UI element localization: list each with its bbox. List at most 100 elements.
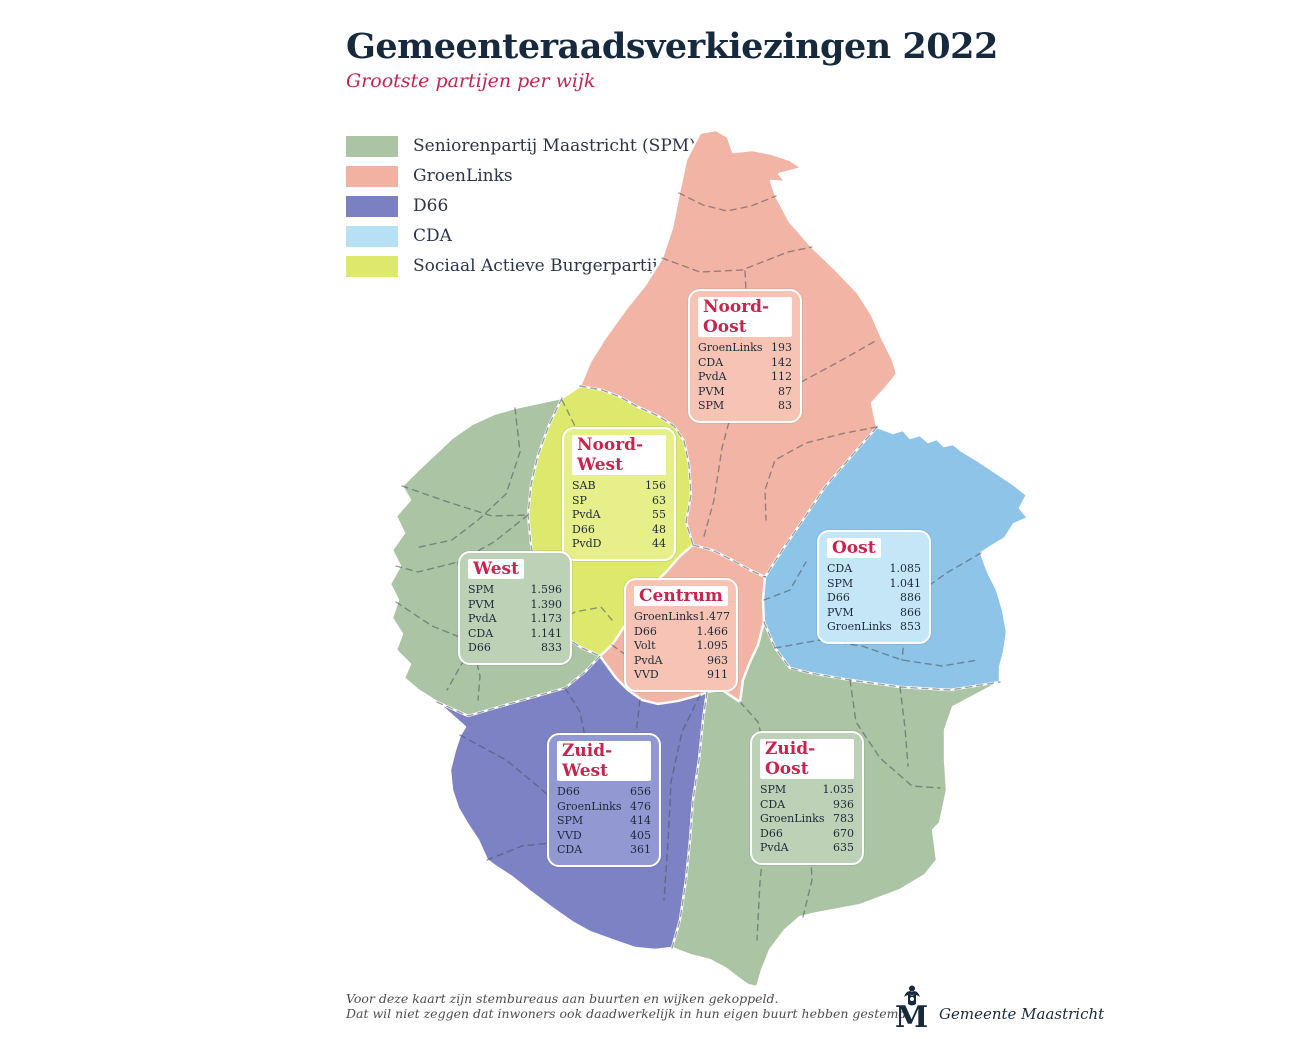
party-name: GroenLinks: [827, 620, 892, 634]
party-votes: 1.466: [696, 624, 729, 638]
legend-label: Seniorenpartij Maastricht (SPM): [413, 136, 696, 156]
legend: Seniorenpartij Maastricht (SPM) GroenLink…: [346, 131, 713, 281]
party-votes: 156: [645, 479, 666, 492]
party-result-row: GroenLinks 853: [827, 620, 921, 635]
party-votes: 1.477: [698, 610, 730, 623]
legend-swatch: [346, 135, 398, 157]
party-votes: 48: [652, 522, 666, 536]
party-result-row: PVM 1.390: [468, 598, 562, 613]
party-result-row: D66 886: [827, 591, 921, 606]
party-result-row: CDA 361: [557, 843, 651, 858]
maastricht-angel-m-icon: M: [895, 985, 928, 1030]
party-votes: 911: [707, 668, 728, 682]
legend-item: D66: [346, 191, 713, 221]
party-votes: 476: [630, 799, 651, 813]
party-votes: 405: [630, 828, 651, 842]
party-name: PvdA: [572, 508, 601, 522]
party-name: GroenLinks: [634, 610, 699, 623]
district-info-box: Centrum GroenLinks 1.477 D66 1.466 Volt 1.095 P…: [624, 578, 738, 692]
district-info-box: Noord-West SAB 156 SP 63 PvdA 55 D66 48 PvdD 44: [562, 427, 676, 561]
party-result-row: D66 670: [760, 827, 854, 842]
party-votes: 1.035: [822, 783, 855, 796]
district-info-box: West SPM 1.596 PVM 1.390 PvdA 1.173 CDA 1.141 D66…: [458, 551, 572, 665]
party-name: D66: [557, 785, 580, 798]
party-name: D66: [468, 641, 491, 655]
party-result-row: PVM 87: [698, 385, 792, 400]
district-name: Centrum: [634, 586, 728, 606]
party-name: PVM: [827, 605, 854, 619]
party-votes: 853: [900, 620, 921, 634]
party-name: SPM: [827, 576, 854, 590]
party-name: PvdA: [634, 653, 663, 667]
party-name: PVM: [698, 384, 725, 398]
party-votes: 193: [771, 341, 792, 354]
party-result-row: CDA 936: [760, 798, 854, 813]
party-result-row: D66 48: [572, 523, 666, 538]
district-info-box: Noord-Oost GroenLinks 193 CDA 142 PvdA 112 PVM 8…: [688, 289, 802, 423]
party-votes: 670: [833, 826, 854, 840]
district-name: Zuid-Oost: [760, 739, 854, 779]
party-result-row: SPM 414: [557, 814, 651, 829]
party-result-row: SPM 1.035: [760, 783, 854, 798]
party-result-row: CDA 142: [698, 356, 792, 371]
party-votes: 1.596: [530, 583, 563, 596]
party-votes: 963: [707, 653, 728, 667]
legend-item: CDA: [346, 221, 713, 251]
district-name: Oost: [827, 538, 881, 558]
district-name: Zuid-West: [557, 741, 651, 781]
footer-note: Voor deze kaart zijn stembureaus aan buu…: [346, 991, 910, 1021]
legend-swatch: [346, 165, 398, 187]
legend-swatch: [346, 195, 398, 217]
party-votes: 635: [833, 841, 854, 855]
party-result-row: GroenLinks 193: [698, 341, 792, 356]
party-votes: 1.041: [889, 576, 922, 590]
party-votes: 44: [652, 537, 666, 551]
legend-label: Sociaal Actieve Burgerpartij (SAB): [413, 256, 713, 276]
party-result-row: VVD 911: [634, 668, 728, 683]
party-name: PvdD: [572, 537, 602, 551]
party-result-row: SP 63: [572, 494, 666, 509]
party-result-row: Volt 1.095: [634, 639, 728, 654]
party-name: SPM: [698, 399, 725, 413]
party-name: D66: [827, 591, 850, 605]
party-result-row: GroenLinks 1.477: [634, 610, 730, 625]
party-result-row: PvdA 963: [634, 654, 728, 669]
party-votes: 1.173: [530, 612, 563, 626]
legend-swatch: [346, 255, 398, 277]
party-result-row: SPM 83: [698, 399, 792, 414]
party-votes: 1.085: [889, 562, 922, 575]
party-votes: 361: [630, 843, 651, 857]
party-name: CDA: [698, 355, 724, 369]
party-name: CDA: [557, 843, 583, 857]
page-title: Gemeenteraadsverkiezingen 2022: [346, 26, 998, 67]
page-subtitle: Grootste partijen per wijk: [346, 70, 596, 92]
party-name: PvdA: [760, 841, 789, 855]
party-votes: 142: [771, 355, 792, 369]
party-name: SPM: [557, 814, 584, 828]
party-name: D66: [634, 624, 657, 638]
party-result-row: PvdD 44: [572, 537, 666, 552]
party-name: SAB: [572, 479, 596, 492]
party-result-row: D66 833: [468, 641, 562, 656]
party-result-row: SAB 156: [572, 479, 666, 494]
district-name: Noord-Oost: [698, 297, 792, 337]
footer-line-1: Voor deze kaart zijn stembureaus aan buu…: [346, 991, 779, 1006]
gemeente-maastricht-logo: M Gemeente Maastricht: [895, 984, 1104, 1030]
legend-item: Seniorenpartij Maastricht (SPM): [346, 131, 713, 161]
party-result-row: GroenLinks 783: [760, 812, 854, 827]
party-votes: 1.095: [696, 639, 729, 653]
party-name: CDA: [760, 797, 786, 811]
footer-line-2: Dat wil niet zeggen dat inwoners ook daa…: [346, 1006, 911, 1021]
legend-item: GroenLinks: [346, 161, 713, 191]
party-result-row: D66 656: [557, 785, 651, 800]
party-votes: 414: [630, 814, 651, 828]
party-result-row: PvdA 1.173: [468, 612, 562, 627]
party-votes: 833: [541, 641, 562, 655]
party-votes: 83: [778, 399, 792, 413]
district-name: West: [468, 559, 524, 579]
party-votes: 783: [833, 812, 854, 826]
party-votes: 87: [778, 384, 792, 398]
party-name: SPM: [760, 783, 787, 796]
party-name: Volt: [634, 639, 656, 653]
